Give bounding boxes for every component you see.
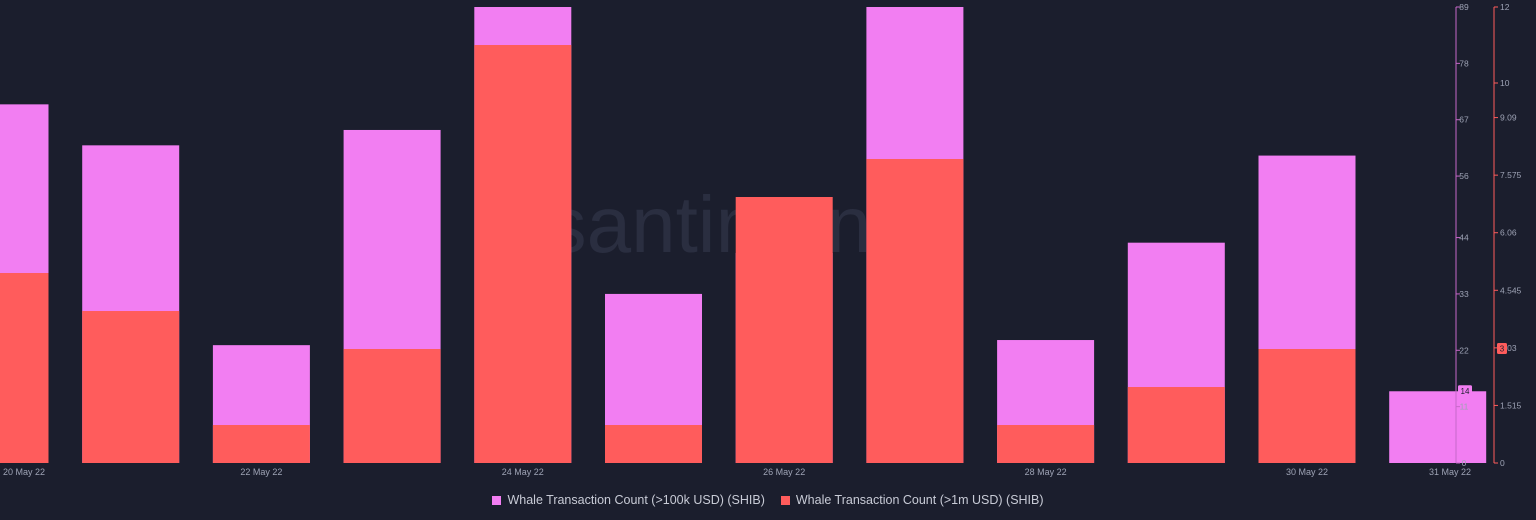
y-right-tick-label-5: 7.575 xyxy=(1500,170,1522,180)
bar-1m-2[interactable] xyxy=(212,425,310,463)
badge-left-bg xyxy=(1458,385,1472,397)
legend-label-100k: Whale Transaction Count (>100k USD) (SHI… xyxy=(507,493,765,507)
bar-1m-7[interactable] xyxy=(866,159,964,463)
legend-label-1m: Whale Transaction Count (>1m USD) (SHIB) xyxy=(795,493,1044,507)
x-axis: 20 May 22 22 May 22 24 May 22 26 May 22 28 M… xyxy=(3,467,1471,477)
y-right-tick-label-0: 0 xyxy=(1500,458,1505,468)
bar-1m-6[interactable] xyxy=(735,197,833,463)
series-1m-bars xyxy=(0,45,1356,463)
x-tick-label-6: 31 May 22 xyxy=(1429,467,1471,477)
y-left-tick-label-0: 0 xyxy=(1462,458,1467,468)
legend-item-1m[interactable]: Whale Transaction Count (>1m USD) (SHIB) xyxy=(780,493,1044,507)
bar-1m-0[interactable] xyxy=(0,273,49,463)
y-right-tick-label-1: 1.515 xyxy=(1500,400,1522,410)
x-tick-label-5: 30 May 22 xyxy=(1286,467,1328,477)
bar-1m-9[interactable] xyxy=(1127,387,1225,463)
bar-100k-11[interactable] xyxy=(1389,391,1487,463)
y-axis-right: 0 1.515 3.03 4.545 6.06 7.575 9.09 10 12 3 xyxy=(1493,2,1522,468)
y-right-tick-label-3: 4.545 xyxy=(1500,285,1522,295)
y-left-tick-label-4: 44 xyxy=(1459,233,1469,243)
y-right-tick-label-7: 10 xyxy=(1500,78,1510,88)
x-tick-label-3: 26 May 22 xyxy=(763,467,805,477)
y-left-tick-label-2: 22 xyxy=(1459,345,1469,355)
legend-item-100k[interactable]: Whale Transaction Count (>100k USD) (SHI… xyxy=(492,493,765,507)
y-left-tick-label-7: 78 xyxy=(1459,58,1469,68)
watermark: santiment xyxy=(547,180,894,269)
legend: Whale Transaction Count (>100k USD) (SHI… xyxy=(0,490,1536,510)
badge-right-value: 3 xyxy=(1500,345,1505,354)
badge-right-bg xyxy=(1497,343,1507,354)
bar-1m-3[interactable] xyxy=(343,349,441,463)
bar-1m-10[interactable] xyxy=(1258,349,1356,463)
y-axis-left: 0 11 22 33 44 56 67 78 89 14 xyxy=(1455,2,1472,468)
y-right-tick-label-2: 3.03 xyxy=(1500,343,1517,353)
y-right-tick-label-6: 9.09 xyxy=(1500,113,1517,123)
bar-1m-5[interactable] xyxy=(605,425,702,463)
y-left-tick-label-5: 56 xyxy=(1459,171,1469,181)
y-left-tick-label-6: 67 xyxy=(1459,115,1469,125)
badge-left-value: 14 xyxy=(1461,387,1470,396)
x-tick-label-4: 28 May 22 xyxy=(1025,467,1067,477)
y-left-tick-label-8: 89 xyxy=(1459,2,1469,12)
bar-1m-4[interactable] xyxy=(474,45,572,463)
x-tick-label-1: 22 May 22 xyxy=(240,467,282,477)
y-left-tick-label-1: 11 xyxy=(1460,402,1469,412)
x-tick-label-2: 24 May 22 xyxy=(502,467,544,477)
legend-swatch-1m xyxy=(780,495,790,505)
y-right-tick-label-8: 12 xyxy=(1500,2,1510,12)
x-tick-label-0: 20 May 22 xyxy=(3,467,45,477)
y-left-tick-label-3: 33 xyxy=(1459,289,1469,299)
bar-1m-8[interactable] xyxy=(997,425,1095,463)
legend-swatch-100k xyxy=(492,495,502,505)
y-right-tick-label-4: 6.06 xyxy=(1500,228,1517,238)
bar-1m-1[interactable] xyxy=(82,311,180,463)
